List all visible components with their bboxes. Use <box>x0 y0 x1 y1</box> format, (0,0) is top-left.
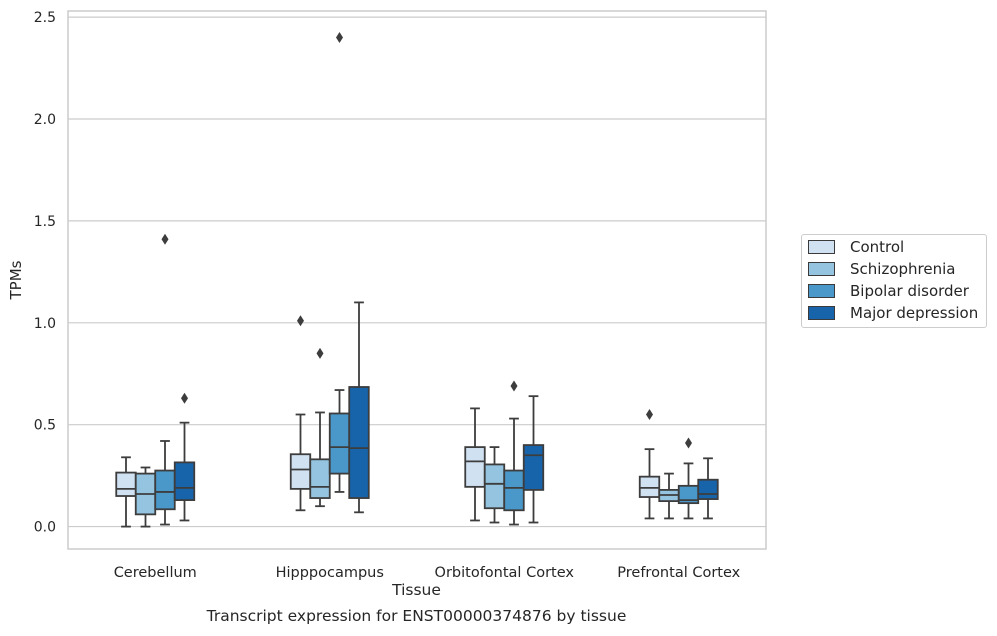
outlier-bipolar-disorder <box>336 31 343 43</box>
outlier-control <box>646 409 653 420</box>
box-major-depression <box>348 386 370 499</box>
box-major-depression <box>697 478 719 500</box>
y-tick-label: 0.0 <box>34 520 56 536</box>
legend-label-schizophrenia: Schizophrenia <box>850 260 956 278</box>
legend-item-schizophrenia: Schizophrenia <box>808 259 955 279</box>
legend: Control Schizophrenia Bipolar disorder M… <box>801 234 987 328</box>
box-schizophrenia <box>483 463 506 510</box>
box-bipolar-disorder <box>328 412 351 475</box>
x-tick-label: Cerebellum <box>114 565 197 581</box>
x-axis-label: Tissue <box>392 581 441 599</box>
box-control <box>464 446 486 488</box>
x-tick-label: Orbitofontal Cortex <box>435 565 575 581</box>
outlier-bipolar-disorder <box>510 380 518 392</box>
y-tick-label: 2.5 <box>34 10 56 26</box>
legend-item-bipolar-disorder: Bipolar disorder <box>808 281 969 301</box>
box-major-depression <box>522 444 545 491</box>
outlier-bipolar-disorder <box>161 233 169 245</box>
legend-label-control: Control <box>850 238 905 256</box>
box-control <box>289 453 312 490</box>
legend-item-major-depression: Major depression <box>808 303 978 323</box>
legend-swatch-schizophrenia <box>808 262 835 276</box>
x-tick-label: Hipppocampus <box>276 565 384 581</box>
box-schizophrenia <box>309 458 331 499</box>
legend-label-major-depression: Major depression <box>850 304 979 322</box>
box-bipolar-disorder <box>154 469 176 511</box>
plot-frame <box>67 10 767 550</box>
legend-swatch-major-depression <box>808 306 835 320</box>
legend-swatch-control <box>808 240 835 254</box>
y-tick-label: 1.0 <box>34 316 56 332</box>
x-tick-label: Prefrontal Cortex <box>617 565 740 581</box>
box-control <box>115 471 137 497</box>
y-tick-label: 1.5 <box>34 214 56 230</box>
outlier-major-depression <box>181 392 188 404</box>
y-tick-label: 0.5 <box>34 418 56 434</box>
outlier-bipolar-disorder <box>685 437 692 449</box>
box-bipolar-disorder <box>503 469 525 512</box>
legend-swatch-bipolar-disorder <box>808 284 835 298</box>
outlier-schizophrenia <box>316 347 324 359</box>
y-tick-label: 2.0 <box>34 112 56 128</box>
box-major-depression <box>173 461 196 501</box>
legend-item-control: Control <box>808 237 904 257</box>
box-control <box>638 475 661 498</box>
y-axis-label: TPMs <box>7 260 25 300</box>
chart-title: Transcript expression for ENST0000037487… <box>206 607 627 625</box>
outlier-control <box>297 315 304 327</box>
legend-label-bipolar-disorder: Bipolar disorder <box>850 282 969 300</box>
